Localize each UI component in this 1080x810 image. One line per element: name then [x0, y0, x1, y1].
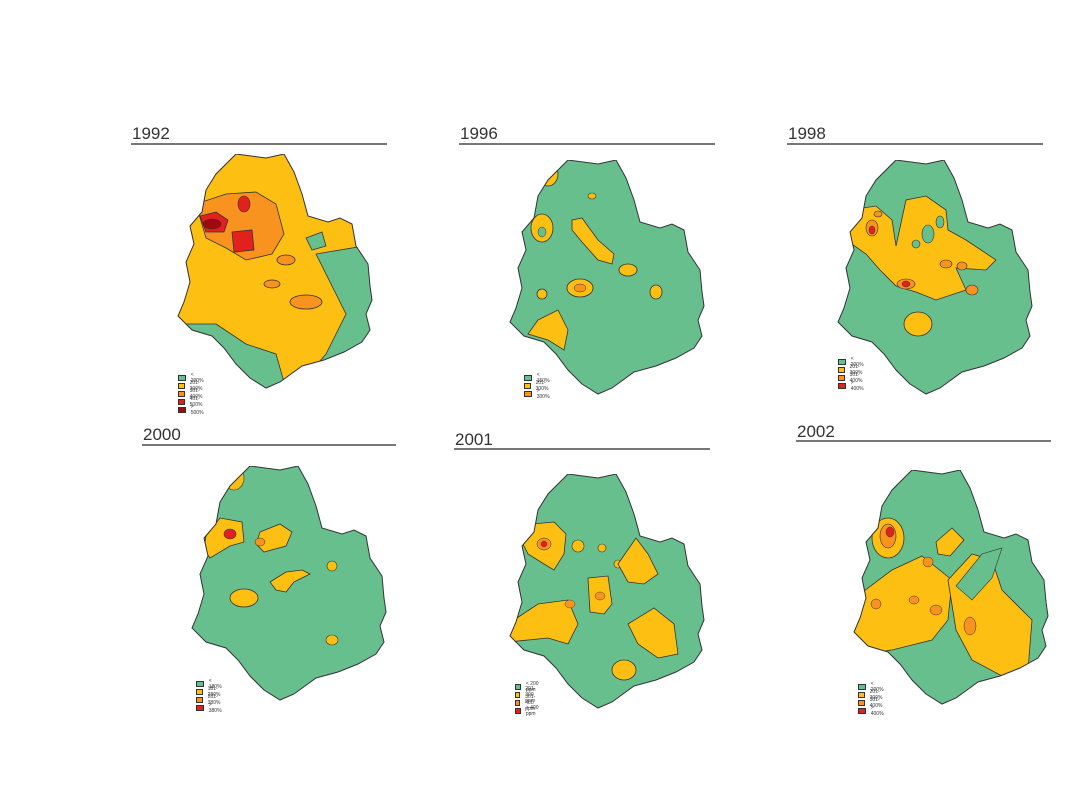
legend-swatch — [178, 407, 186, 413]
legend-item: > 400% — [838, 380, 865, 392]
legend-swatch — [838, 359, 846, 365]
legend-label: < 150% — [536, 372, 550, 384]
legend-1992: < 200% 201-300% 301-400% 401-500% > 500% — [178, 372, 205, 416]
legend-label: < 200 ppm — [525, 681, 539, 693]
legend-swatch — [178, 399, 185, 405]
legend-item: 301-400% — [858, 697, 885, 709]
map-1992 — [177, 154, 373, 389]
legend-item: < 200 ppm — [515, 681, 539, 693]
legend-label: 201-300% — [869, 689, 883, 701]
legend-item: 181-280% — [196, 686, 223, 698]
legend-label: > 400 ppm — [525, 705, 539, 717]
legend-item: 201-300% — [838, 364, 865, 376]
legend-item: 201-300 ppm — [515, 686, 539, 704]
legend-swatch — [178, 375, 186, 381]
legend-label: > 500% — [190, 404, 204, 416]
year-label: 1992 — [132, 124, 170, 143]
year-label: 2000 — [143, 425, 181, 444]
map-2002 — [853, 470, 1049, 705]
title-rule — [459, 143, 715, 145]
legend-item: 201-300% — [858, 689, 885, 701]
legend-item: 301-400 ppm — [515, 694, 539, 712]
title-rule — [796, 440, 1051, 442]
legend-2000: < 180% 181-280% 281-380% > 380% — [196, 678, 223, 714]
legend-item: < 200% — [178, 372, 205, 384]
legend-label: < 200% — [850, 356, 864, 368]
legend-item: > 400 ppm — [515, 705, 539, 717]
legend-1998: < 200% 201-300% 301-400% > 400% — [838, 356, 865, 392]
legend-item: > 380% — [196, 702, 223, 714]
legend-label: > 400% — [850, 380, 864, 392]
legend-item: 281-380% — [196, 694, 223, 706]
legend-item: 201-300% — [178, 380, 205, 392]
legend-swatch — [178, 391, 185, 397]
legend-1996: < 150% 201-300% > 300% — [524, 372, 551, 400]
legend-item: > 400% — [858, 705, 885, 717]
legend-2002: < 200% 201-300% 301-400% > 400% — [858, 681, 885, 717]
legend-label: 301-400% — [189, 388, 203, 400]
legend-2001: < 200 ppm 201-300 ppm 301-400 ppm > 400 … — [515, 681, 539, 717]
legend-swatch — [858, 708, 866, 714]
legend-label: 301-400% — [869, 697, 883, 709]
legend-item: 301-400% — [838, 372, 865, 384]
legend-swatch — [524, 375, 532, 381]
map-1996 — [509, 160, 705, 395]
legend-swatch — [524, 383, 531, 389]
legend-swatch — [838, 383, 846, 389]
legend-label: > 380% — [208, 702, 222, 714]
legend-swatch — [515, 692, 521, 698]
legend-swatch — [858, 684, 866, 690]
legend-label: 201-300% — [189, 380, 203, 392]
legend-swatch — [858, 700, 865, 706]
legend-label: 281-380% — [207, 694, 221, 706]
legend-swatch — [515, 700, 521, 706]
legend-label: 201-300% — [535, 380, 549, 392]
legend-item: > 500% — [178, 404, 205, 416]
legend-item: < 180% — [196, 678, 223, 690]
title-rule — [787, 143, 1043, 145]
legend-label: < 200% — [870, 681, 884, 693]
title-rule — [131, 143, 387, 145]
legend-swatch — [196, 689, 203, 695]
legend-label: > 400% — [870, 705, 884, 717]
legend-swatch — [196, 681, 204, 687]
year-label: 1998 — [788, 124, 826, 143]
legend-item: > 300% — [524, 388, 551, 400]
legend-item: < 200% — [858, 681, 885, 693]
legend-swatch — [178, 383, 185, 389]
legend-item: < 200% — [838, 356, 865, 368]
legend-label: 301-400 ppm — [525, 694, 536, 712]
legend-item: 301-400% — [178, 388, 205, 400]
legend-swatch — [858, 692, 865, 698]
legend-label: 301-400% — [849, 372, 863, 384]
legend-label: > 300% — [536, 388, 550, 400]
legend-swatch — [524, 391, 532, 397]
title-rule — [454, 448, 710, 450]
legend-label: 201-300% — [849, 364, 863, 376]
legend-label: 181-280% — [207, 686, 221, 698]
legend-swatch — [515, 708, 521, 714]
year-label: 2002 — [797, 422, 835, 441]
legend-label: < 200% — [190, 372, 204, 384]
legend-swatch — [515, 684, 521, 690]
map-2001 — [509, 474, 705, 709]
map-2000 — [191, 466, 387, 701]
legend-label: 401-500% — [189, 396, 203, 408]
year-label: 1996 — [460, 124, 498, 143]
legend-swatch — [838, 367, 845, 373]
legend-label: 201-300 ppm — [525, 686, 536, 704]
legend-item: 201-300% — [524, 380, 551, 392]
legend-swatch — [838, 375, 845, 381]
legend-item: 401-500% — [178, 396, 205, 408]
legend-swatch — [196, 705, 204, 711]
legend-label: < 180% — [208, 678, 222, 690]
title-rule — [142, 444, 396, 446]
legend-item: < 150% — [524, 372, 551, 384]
year-label: 2001 — [455, 430, 493, 449]
legend-swatch — [196, 697, 203, 703]
map-1998 — [837, 160, 1033, 395]
